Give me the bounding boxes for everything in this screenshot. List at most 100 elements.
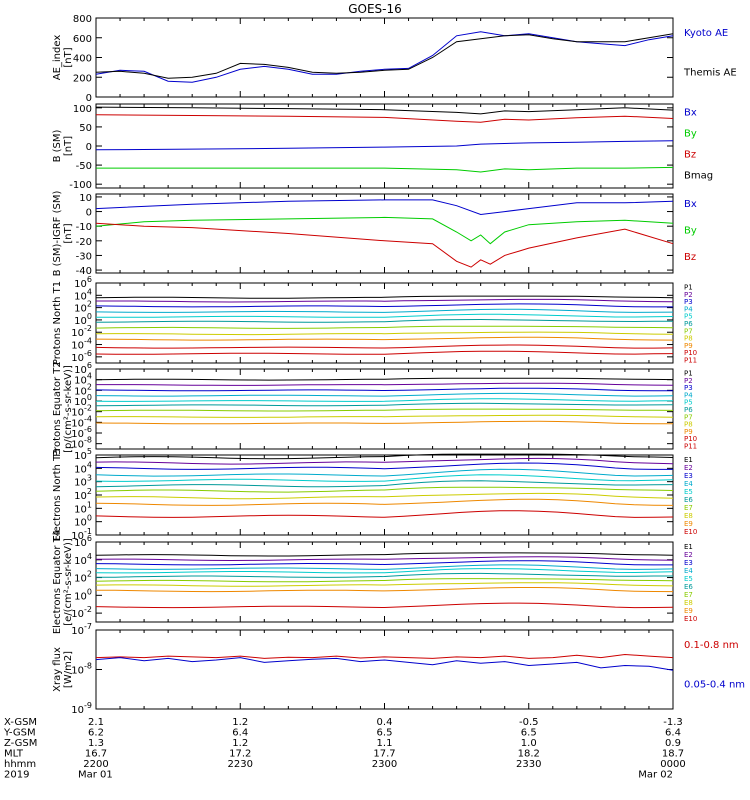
legend-label-P11: P11 bbox=[684, 442, 697, 450]
x-axis-value: 6.2 bbox=[88, 728, 104, 739]
y-tick-label: 102 bbox=[74, 570, 92, 585]
x-axis-value: 2200 bbox=[83, 759, 108, 770]
series-line-Themis AE bbox=[95, 33, 674, 79]
series-line-P7 bbox=[95, 408, 674, 412]
series-line-P7 bbox=[95, 325, 674, 329]
y-tick-label: -10 bbox=[76, 222, 92, 233]
y-tick-label: -50 bbox=[76, 161, 92, 172]
y-tick-label: 200 bbox=[73, 73, 92, 84]
y-tick-label: -100 bbox=[69, 180, 92, 191]
panel-frame bbox=[95, 282, 674, 364]
series-line-P5 bbox=[95, 313, 674, 318]
x-axis-value: 2300 bbox=[372, 759, 397, 770]
legend-label-P3: P3 bbox=[684, 384, 693, 392]
series-line-P8 bbox=[95, 331, 674, 336]
legend-label-E2: E2 bbox=[684, 464, 693, 472]
y-tick-label: 600 bbox=[73, 34, 92, 45]
legend-label-E6: E6 bbox=[684, 583, 693, 591]
x-axis-value: 2.1 bbox=[88, 717, 104, 728]
x-axis-value: 6.4 bbox=[665, 728, 681, 739]
series-line-P1 bbox=[95, 295, 674, 299]
series-line-E4 bbox=[95, 564, 674, 570]
legend-label-Bmag: Bmag bbox=[684, 170, 713, 181]
x-axis-row-label: MLT bbox=[4, 749, 24, 760]
x-axis-value: 1.2 bbox=[232, 738, 248, 749]
series-line-P9 bbox=[95, 336, 674, 341]
y-tick-label: 102 bbox=[74, 487, 92, 502]
legend-label-P5: P5 bbox=[684, 313, 693, 321]
y-tick-label: 10-9 bbox=[71, 701, 92, 716]
y-tick-label: 100 bbox=[74, 393, 92, 408]
panel-frame bbox=[95, 103, 674, 189]
legend-label-P6: P6 bbox=[684, 406, 693, 414]
legend-label-Bz: Bz bbox=[684, 149, 696, 160]
legend-label-E8: E8 bbox=[684, 512, 693, 520]
x-axis-value: 6.4 bbox=[232, 728, 248, 739]
x-axis-value: 6.5 bbox=[377, 728, 393, 739]
y-tick-label: 10-2 bbox=[71, 324, 92, 339]
series-line-Kyoto AE bbox=[95, 31, 674, 83]
series-line-E3 bbox=[95, 560, 673, 566]
series-line-E4 bbox=[95, 468, 674, 477]
y-tick-label: 0 bbox=[86, 142, 92, 153]
y-tick-label: 105 bbox=[74, 447, 92, 462]
y-tick-label: 10 bbox=[79, 193, 92, 204]
legend-label-E9: E9 bbox=[684, 607, 693, 615]
series-line-P9 bbox=[95, 420, 673, 425]
legend-label-E9: E9 bbox=[684, 520, 693, 528]
y-tick-label: 10-2 bbox=[71, 404, 92, 419]
y-axis-title: Electrons North T3 bbox=[52, 448, 63, 541]
x-axis-value: 2230 bbox=[228, 759, 253, 770]
x-axis-row-label: 2019 bbox=[4, 770, 29, 781]
legend-label-P10: P10 bbox=[684, 435, 697, 443]
x-axis-value: 0.4 bbox=[377, 717, 393, 728]
y-tick-label: 400 bbox=[73, 54, 92, 65]
x-axis-value: 1.2 bbox=[232, 717, 248, 728]
series-line-P2 bbox=[96, 298, 674, 303]
x-axis-value: 17.2 bbox=[229, 749, 251, 760]
x-axis-value: 16.7 bbox=[85, 749, 107, 760]
series-line-Bz bbox=[95, 114, 674, 123]
legend-label-E3: E3 bbox=[684, 472, 693, 480]
y-tick-label: 106 bbox=[74, 361, 92, 376]
panel-8: 10-9 10-8 10-7 Xray flux[W/m2] 0.1-0.8 nm 0.0… bbox=[52, 622, 745, 716]
series-line-P11 bbox=[95, 350, 674, 355]
series-line-E6 bbox=[95, 572, 673, 578]
series-line-P4 bbox=[95, 392, 674, 397]
x-axis-row-label: Y-GSM bbox=[3, 728, 36, 739]
series-line-Bx bbox=[95, 199, 674, 216]
legend-label-P4: P4 bbox=[684, 305, 693, 313]
legend-label-E6: E6 bbox=[684, 496, 693, 504]
x-axis-value: 1.1 bbox=[377, 738, 393, 749]
panel-2: -100 -50 0 50 100 B (SM)[nT] Bx By Bz Bmag bbox=[52, 103, 713, 191]
y-tick-label: 800 bbox=[73, 14, 92, 25]
legend-label-0.1-0.8 nm: 0.1-0.8 nm bbox=[684, 640, 739, 651]
panel-frame bbox=[95, 17, 674, 98]
legend-label-Bz: Bz bbox=[684, 252, 696, 263]
y-tick-label: 102 bbox=[74, 382, 92, 397]
legend-label-E7: E7 bbox=[684, 504, 693, 512]
series-line-E1 bbox=[95, 453, 674, 460]
series-line-P4 bbox=[95, 308, 674, 313]
panel-frame bbox=[95, 629, 674, 710]
x-axis-value: 0000 bbox=[660, 759, 685, 770]
x-axis-row-label: Z-GSM bbox=[4, 738, 37, 749]
x-axis-value: 2330 bbox=[516, 759, 541, 770]
y-tick-label: -20 bbox=[76, 237, 92, 248]
legend-label-0.05-0.4 nm: 0.05-0.4 nm bbox=[684, 679, 745, 690]
x-axis-value: Mar 02 bbox=[638, 770, 673, 781]
series-line-By bbox=[95, 216, 674, 245]
legend-label-P3: P3 bbox=[684, 298, 693, 306]
series-line-P3 bbox=[95, 387, 673, 392]
legend-label-P2: P2 bbox=[684, 377, 693, 385]
series-line-E8 bbox=[95, 582, 674, 587]
legend-label-E4: E4 bbox=[684, 480, 693, 488]
x-axis-row-label: X-GSM bbox=[4, 717, 37, 728]
y-tick-label: 100 bbox=[74, 312, 92, 327]
series-line-E2 bbox=[95, 556, 674, 562]
y-tick-label: 104 bbox=[74, 552, 92, 567]
y-tick-label: 50 bbox=[79, 123, 92, 134]
x-axis-value: 0.9 bbox=[665, 738, 681, 749]
x-axis-value: 1.0 bbox=[521, 738, 537, 749]
